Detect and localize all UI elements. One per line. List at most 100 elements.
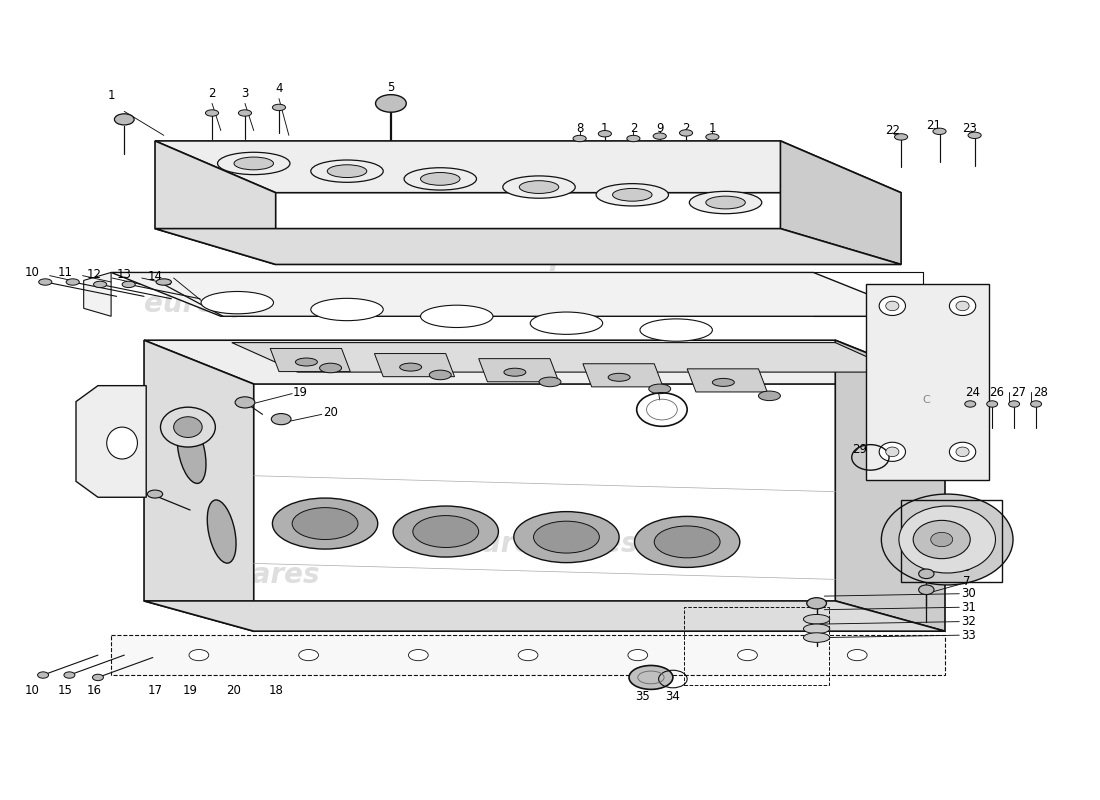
Ellipse shape bbox=[429, 370, 451, 380]
Text: 1: 1 bbox=[108, 89, 114, 102]
Text: 2: 2 bbox=[629, 122, 637, 135]
Text: 5: 5 bbox=[387, 81, 395, 94]
Ellipse shape bbox=[1009, 401, 1020, 407]
Ellipse shape bbox=[64, 672, 75, 678]
Text: 25: 25 bbox=[641, 376, 657, 389]
Ellipse shape bbox=[311, 160, 383, 182]
Ellipse shape bbox=[706, 134, 719, 140]
Ellipse shape bbox=[94, 282, 107, 287]
Polygon shape bbox=[144, 340, 254, 631]
Text: 14: 14 bbox=[147, 270, 163, 283]
Ellipse shape bbox=[273, 498, 377, 549]
Ellipse shape bbox=[1031, 401, 1042, 407]
Text: 12: 12 bbox=[87, 268, 102, 282]
Ellipse shape bbox=[886, 447, 899, 457]
Text: 2: 2 bbox=[682, 122, 690, 135]
Text: 24: 24 bbox=[965, 386, 980, 398]
Ellipse shape bbox=[680, 130, 693, 136]
Text: 7: 7 bbox=[962, 575, 970, 588]
Ellipse shape bbox=[412, 515, 478, 547]
Text: 28: 28 bbox=[1033, 386, 1047, 398]
Text: 3: 3 bbox=[241, 86, 249, 99]
Text: 15: 15 bbox=[57, 685, 73, 698]
Ellipse shape bbox=[803, 614, 829, 624]
Ellipse shape bbox=[635, 516, 740, 567]
Polygon shape bbox=[688, 369, 767, 392]
Polygon shape bbox=[780, 141, 901, 265]
Ellipse shape bbox=[37, 672, 48, 678]
Text: 6: 6 bbox=[962, 561, 970, 574]
Ellipse shape bbox=[519, 181, 559, 194]
Text: 11: 11 bbox=[57, 266, 73, 279]
Ellipse shape bbox=[174, 417, 202, 438]
Text: 19: 19 bbox=[293, 386, 307, 398]
Text: eurospares: eurospares bbox=[144, 562, 319, 590]
Ellipse shape bbox=[640, 319, 713, 342]
Ellipse shape bbox=[239, 110, 252, 116]
Ellipse shape bbox=[806, 598, 826, 609]
Ellipse shape bbox=[234, 157, 274, 170]
Ellipse shape bbox=[518, 650, 538, 661]
Text: 9: 9 bbox=[656, 122, 663, 135]
Text: eurospares: eurospares bbox=[462, 530, 638, 558]
Ellipse shape bbox=[122, 282, 135, 287]
Text: 26: 26 bbox=[989, 386, 1004, 398]
Ellipse shape bbox=[968, 132, 981, 138]
Ellipse shape bbox=[39, 279, 52, 285]
Ellipse shape bbox=[293, 508, 358, 539]
Text: 22: 22 bbox=[884, 124, 900, 137]
Polygon shape bbox=[84, 273, 111, 316]
Ellipse shape bbox=[690, 191, 762, 214]
Ellipse shape bbox=[201, 291, 274, 314]
Ellipse shape bbox=[931, 532, 953, 546]
Text: 13: 13 bbox=[117, 268, 132, 282]
Text: 19: 19 bbox=[183, 685, 198, 698]
Ellipse shape bbox=[653, 133, 667, 139]
Ellipse shape bbox=[420, 173, 460, 186]
Polygon shape bbox=[271, 349, 350, 371]
Ellipse shape bbox=[218, 152, 290, 174]
Ellipse shape bbox=[393, 506, 498, 557]
Ellipse shape bbox=[879, 296, 905, 315]
Ellipse shape bbox=[918, 585, 934, 594]
Bar bbox=[684, 607, 828, 686]
Ellipse shape bbox=[738, 650, 758, 661]
Text: 30: 30 bbox=[961, 587, 976, 600]
Ellipse shape bbox=[649, 384, 671, 394]
Text: 27: 27 bbox=[1011, 386, 1026, 398]
Ellipse shape bbox=[899, 506, 996, 573]
Text: 10: 10 bbox=[24, 685, 40, 698]
Ellipse shape bbox=[235, 397, 255, 408]
Polygon shape bbox=[144, 340, 945, 384]
Polygon shape bbox=[583, 364, 663, 387]
Ellipse shape bbox=[107, 427, 138, 459]
Text: 18: 18 bbox=[268, 685, 283, 698]
Ellipse shape bbox=[114, 114, 134, 125]
Ellipse shape bbox=[66, 279, 79, 285]
Polygon shape bbox=[155, 141, 276, 265]
Ellipse shape bbox=[207, 500, 236, 563]
Ellipse shape bbox=[161, 407, 216, 447]
Text: 1: 1 bbox=[708, 122, 716, 135]
Ellipse shape bbox=[272, 414, 292, 425]
Ellipse shape bbox=[933, 128, 946, 134]
Ellipse shape bbox=[596, 184, 669, 206]
Polygon shape bbox=[111, 273, 923, 316]
Text: 8: 8 bbox=[576, 122, 583, 135]
Polygon shape bbox=[374, 354, 454, 377]
Ellipse shape bbox=[375, 94, 406, 112]
Ellipse shape bbox=[404, 168, 476, 190]
Text: 16: 16 bbox=[87, 685, 102, 698]
Ellipse shape bbox=[503, 176, 575, 198]
Ellipse shape bbox=[534, 521, 600, 553]
Polygon shape bbox=[76, 386, 146, 498]
Text: 35: 35 bbox=[635, 690, 649, 703]
Ellipse shape bbox=[965, 401, 976, 407]
Text: 34: 34 bbox=[666, 690, 680, 703]
Text: 17: 17 bbox=[147, 685, 163, 698]
Text: 2: 2 bbox=[208, 86, 216, 99]
Text: 10: 10 bbox=[24, 266, 40, 279]
Text: 20: 20 bbox=[227, 685, 241, 698]
Ellipse shape bbox=[598, 130, 612, 137]
Text: 31: 31 bbox=[961, 601, 977, 614]
